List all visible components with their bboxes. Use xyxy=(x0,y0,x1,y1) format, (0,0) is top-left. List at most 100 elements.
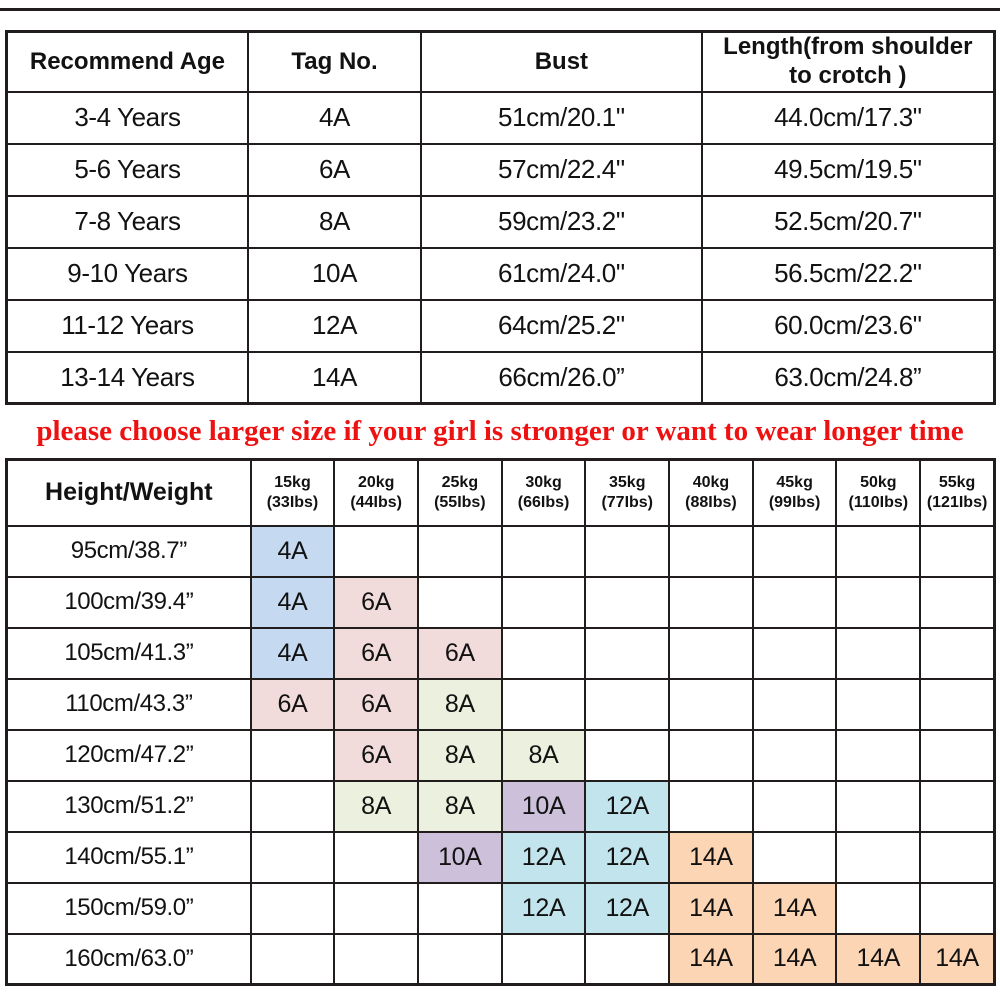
matrix-size-cell xyxy=(751,677,838,731)
matrix-size-cell xyxy=(249,932,336,986)
matrix-size-cell: 4A xyxy=(249,626,336,680)
matrix-size-cell: 12A xyxy=(500,830,587,884)
weight-column-header: 40kg (88Ibs) xyxy=(668,458,754,527)
matrix-size-cell xyxy=(919,575,996,629)
matrix-size-cell xyxy=(751,779,838,833)
matrix-size-cell: 6A xyxy=(333,728,420,782)
matrix-size-cell xyxy=(668,677,754,731)
weight-kg-label: 15kg xyxy=(274,473,311,491)
matrix-row: 110cm/43.3” 6A 6A 8A xyxy=(5,677,996,731)
matrix-size-cell xyxy=(835,626,922,680)
column-header: Bust xyxy=(420,30,703,93)
matrix-size-cell xyxy=(835,779,922,833)
weight-kg-label: 35kg xyxy=(609,473,646,491)
weight-column-header: 45kg (99Ibs) xyxy=(751,458,838,527)
matrix-row: 95cm/38.7” 4A xyxy=(5,524,996,578)
matrix-size-cell xyxy=(249,779,336,833)
matrix-corner-header: Height/Weight xyxy=(5,458,252,527)
matrix-size-cell xyxy=(584,728,671,782)
weight-lbs-label: (77Ibs) xyxy=(601,493,654,511)
matrix-size-cell xyxy=(584,524,671,578)
weight-lbs-label: (99Ibs) xyxy=(768,493,821,511)
matrix-size-cell xyxy=(835,575,922,629)
weight-kg-label: 30kg xyxy=(525,473,562,491)
matrix-size-cell: 12A xyxy=(584,830,671,884)
matrix-row: 120cm/47.2” 6A 8A 8A xyxy=(5,728,996,782)
matrix-size-cell xyxy=(500,932,587,986)
matrix-size-cell: 6A xyxy=(249,677,336,731)
matrix-size-cell xyxy=(417,932,503,986)
matrix-size-cell xyxy=(668,626,754,680)
matrix-size-cell xyxy=(500,677,587,731)
matrix-row: 130cm/51.2” 8A 8A 10A 12A xyxy=(5,779,996,833)
height-row-header: 100cm/39.4” xyxy=(5,575,252,629)
matrix-header-row: Height/Weight 15kg (33Ibs) 20kg (44Ibs) 25kg (… xyxy=(5,458,996,527)
weight-column-header: 35kg (77Ibs) xyxy=(584,458,671,527)
matrix-size-cell: 4A xyxy=(249,524,336,578)
matrix-size-cell xyxy=(417,524,503,578)
height-row-header: 95cm/38.7” xyxy=(5,524,252,578)
weight-lbs-label: (33Ibs) xyxy=(266,493,319,511)
size-table-row: 7-8 Years 8A 59cm/23.2" 52.5cm/20.7" xyxy=(5,194,996,249)
size-table-row: 5-6 Years 6A 57cm/22.4" 49.5cm/19.5" xyxy=(5,142,996,197)
size-table-cell: 63.0cm/24.8” xyxy=(700,350,996,405)
size-table-cell: 14A xyxy=(246,350,423,405)
size-table-cell: 60.0cm/23.6" xyxy=(700,298,996,353)
matrix-size-cell: 12A xyxy=(584,779,671,833)
matrix-size-cell xyxy=(668,779,754,833)
matrix-size-cell: 10A xyxy=(417,830,503,884)
matrix-size-cell xyxy=(333,932,420,986)
matrix-size-cell xyxy=(919,728,996,782)
size-table-cell: 51cm/20.1" xyxy=(420,90,703,145)
size-table-cell: 49.5cm/19.5" xyxy=(700,142,996,197)
matrix-size-cell xyxy=(751,524,838,578)
weight-lbs-label: (44Ibs) xyxy=(350,493,402,511)
weight-column-header: 55kg (121Ibs) xyxy=(919,458,996,527)
size-table-cell: 6A xyxy=(246,142,423,197)
matrix-size-cell: 14A xyxy=(751,932,838,986)
weight-kg-label: 20kg xyxy=(357,473,395,491)
matrix-size-cell xyxy=(584,677,671,731)
matrix-row: 140cm/55.1” 10A 12A 12A 14A xyxy=(5,830,996,884)
matrix-size-cell: 14A xyxy=(751,881,838,935)
matrix-size-cell xyxy=(500,524,587,578)
matrix-size-cell xyxy=(668,728,754,782)
size-spec-table: Recommend Age Tag No. Bust Length(from shou… xyxy=(5,30,996,405)
matrix-size-cell xyxy=(417,881,503,935)
weight-lbs-label: (66Ibs) xyxy=(517,493,570,511)
size-table-cell: 8A xyxy=(246,194,423,249)
matrix-size-cell xyxy=(919,881,996,935)
matrix-size-cell xyxy=(584,626,671,680)
size-table-cell: 7-8 Years xyxy=(5,194,249,249)
matrix-size-cell xyxy=(835,677,922,731)
matrix-size-cell: 8A xyxy=(417,728,503,782)
matrix-size-cell xyxy=(249,881,336,935)
size-table-cell: 10A xyxy=(246,246,423,301)
matrix-size-cell: 8A xyxy=(417,677,503,731)
matrix-size-cell: 4A xyxy=(249,575,336,629)
matrix-size-cell: 6A xyxy=(333,626,420,680)
height-row-header: 160cm/63.0” xyxy=(5,932,252,986)
matrix-size-cell xyxy=(584,932,671,986)
matrix-size-cell xyxy=(584,575,671,629)
size-table-cell: 56.5cm/22.2" xyxy=(700,246,996,301)
matrix-size-cell: 6A xyxy=(333,677,420,731)
matrix-size-cell: 8A xyxy=(417,779,503,833)
size-table-row: 9-10 Years 10A 61cm/24.0" 56.5cm/22.2" xyxy=(5,246,996,301)
matrix-size-cell: 6A xyxy=(333,575,420,629)
weight-kg-label: 50kg xyxy=(860,473,897,491)
matrix-size-cell xyxy=(249,728,336,782)
matrix-size-cell: 12A xyxy=(584,881,671,935)
matrix-size-cell xyxy=(333,524,420,578)
size-spec-header-row: Recommend Age Tag No. Bust Length(from shou… xyxy=(5,30,996,93)
matrix-size-cell: 12A xyxy=(500,881,587,935)
size-table-cell: 11-12 Years xyxy=(5,298,249,353)
matrix-size-cell xyxy=(333,881,420,935)
matrix-size-cell xyxy=(919,626,996,680)
matrix-size-cell xyxy=(417,575,503,629)
weight-lbs-label: (121Ibs) xyxy=(926,493,988,511)
height-row-header: 130cm/51.2” xyxy=(5,779,252,833)
weight-kg-label: 25kg xyxy=(441,473,479,491)
size-table-cell: 44.0cm/17.3" xyxy=(700,90,996,145)
weight-column-header: 50kg (110Ibs) xyxy=(835,458,922,527)
